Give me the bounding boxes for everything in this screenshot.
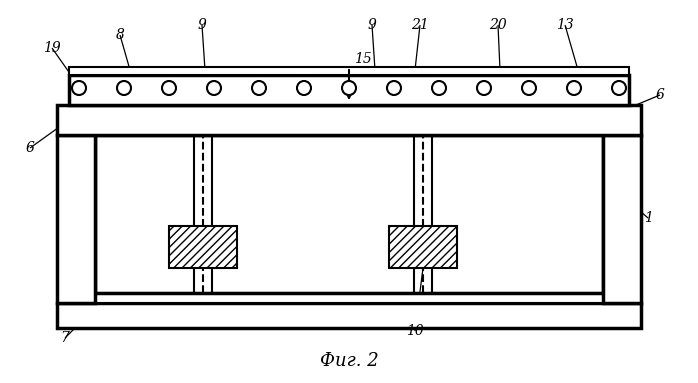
Circle shape	[477, 81, 491, 95]
Circle shape	[432, 81, 446, 95]
Circle shape	[522, 81, 536, 95]
Bar	[389, 226, 457, 268]
Text: 8: 8	[116, 28, 124, 42]
Text: 9: 9	[368, 18, 376, 32]
Circle shape	[117, 81, 131, 95]
Bar	[69, 67, 629, 75]
Circle shape	[387, 81, 401, 95]
Bar	[57, 303, 641, 328]
Circle shape	[297, 81, 311, 95]
Text: 7: 7	[61, 331, 69, 345]
Bar	[169, 226, 237, 268]
Bar	[93, 293, 605, 303]
Text: 9: 9	[198, 18, 207, 32]
Circle shape	[207, 81, 221, 95]
Circle shape	[252, 81, 266, 95]
Text: Фиг. 2: Фиг. 2	[320, 352, 378, 370]
Circle shape	[72, 81, 86, 95]
Text: 21: 21	[411, 18, 429, 32]
Text: 6: 6	[655, 88, 664, 102]
Text: 10: 10	[406, 324, 424, 338]
Circle shape	[162, 81, 176, 95]
Bar	[603, 135, 641, 303]
Bar	[57, 135, 95, 303]
Text: 20: 20	[489, 18, 507, 32]
Text: 19: 19	[43, 41, 61, 55]
Bar	[57, 105, 641, 135]
Text: 6: 6	[26, 141, 34, 155]
Bar	[69, 75, 629, 105]
Text: 1: 1	[644, 211, 653, 225]
Text: 15: 15	[354, 52, 372, 66]
Text: 13: 13	[556, 18, 574, 32]
Circle shape	[342, 81, 356, 95]
Circle shape	[612, 81, 626, 95]
Circle shape	[567, 81, 581, 95]
